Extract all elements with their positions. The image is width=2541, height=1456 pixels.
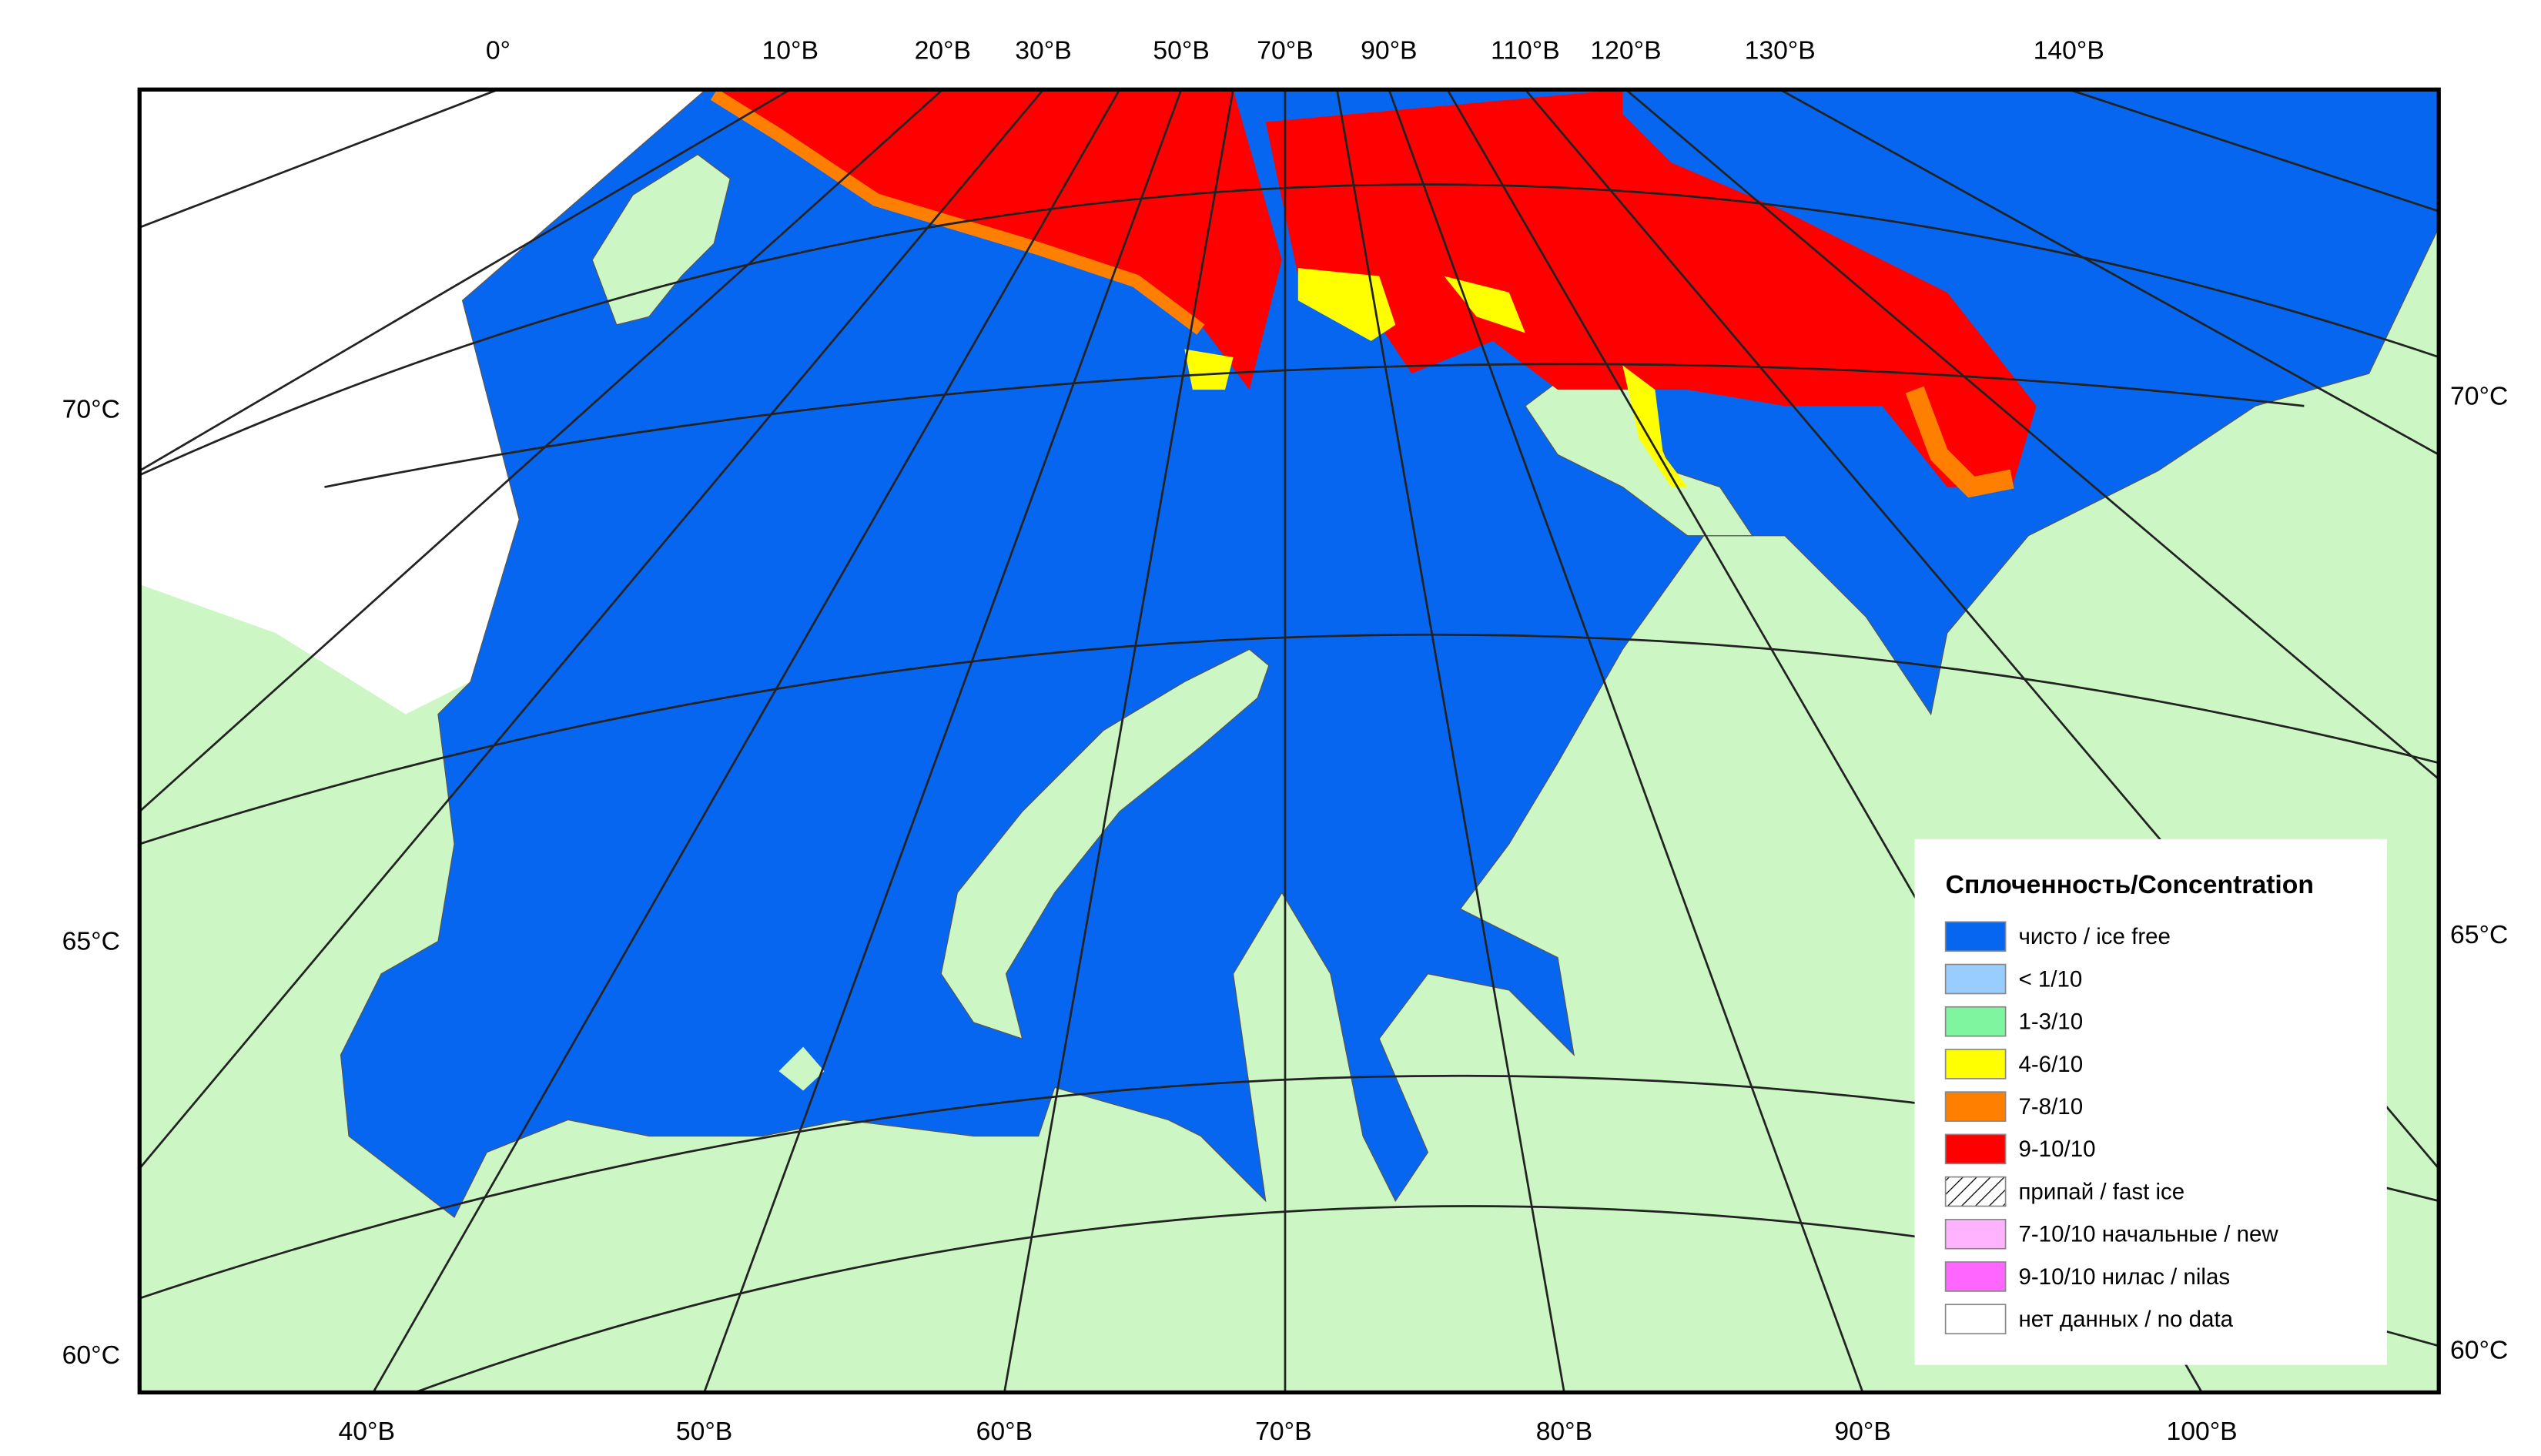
longitude-label: 70°В (1257, 36, 1313, 65)
legend-label: чисто / ice free (2018, 924, 2171, 949)
legend-label: 1-3/10 (2018, 1009, 2083, 1035)
legend-swatch (1944, 963, 2007, 995)
legend: Сплоченность/Concentration чисто / ice f… (1914, 838, 2387, 1365)
legend-label: 7-8/10 (2018, 1094, 2083, 1120)
longitude-label: 0° (486, 36, 511, 65)
legend-label: 9-10/10 нилас / nilas (2018, 1264, 2230, 1290)
longitude-label: 60°В (976, 1417, 1033, 1446)
legend-swatch (1944, 1304, 2007, 1334)
legend-swatch (1944, 1218, 2007, 1250)
legend-label: 9-10/10 (2018, 1136, 2095, 1162)
no-data-area (139, 89, 706, 715)
legend-swatch (1944, 1261, 2007, 1292)
latitude-label: 70°С (2450, 382, 2508, 411)
ice-4-6 (1622, 365, 1688, 487)
legend-label: 7-10/10 начальные / new (2018, 1222, 2278, 1247)
longitude-label: 130°В (1745, 36, 1816, 65)
legend-swatch (1944, 1049, 2007, 1079)
longitude-label: 110°В (1491, 36, 1560, 65)
longitude-label: 90°В (1361, 36, 1417, 65)
land-svalbard (591, 153, 731, 326)
ice-9-10 (1265, 89, 2037, 487)
latitude-label: 60°С (62, 1341, 120, 1370)
map-body (139, 89, 2439, 1393)
latitude-label: 65°С (62, 927, 120, 956)
map-frame (137, 87, 2441, 1395)
ice-7-8 (1905, 386, 2014, 498)
longitude-label: 30°В (1015, 36, 1071, 65)
longitude-label: 100°В (2166, 1417, 2237, 1446)
longitude-label: 80°В (1536, 1417, 1592, 1446)
legend-swatch (1944, 1176, 2007, 1207)
legend-swatch (1944, 1006, 2007, 1037)
latitude-label: 60°С (2450, 1336, 2508, 1365)
ice-4-6 (1444, 276, 1525, 333)
ice-9-10 (714, 89, 1282, 390)
legend-label: < 1/10 (2018, 966, 2082, 992)
longitude-label: 120°В (1590, 36, 1661, 65)
longitude-label: 20°В (915, 36, 971, 65)
longitude-label: 140°В (2034, 36, 2104, 65)
legend-swatch (1944, 1133, 2007, 1165)
coordinate-labels: 0° 10°В 20°В 30°В 50°В 70°В 90°В 110°В 120°В 130°… (62, 36, 2509, 1446)
legend-title: Сплоченность/Concentration (1946, 870, 2314, 899)
legend-swatch (1944, 1091, 2007, 1122)
longitude-label: 90°В (1834, 1417, 1890, 1446)
longitude-label: 10°В (762, 36, 819, 65)
legend-label: нет данных / no data (2018, 1307, 2233, 1332)
legend-swatch (1944, 921, 2007, 952)
legend-label: припай / fast ice (2018, 1179, 2184, 1204)
land-novaya-zemlya (940, 648, 1270, 1040)
land-kolguev (778, 1046, 825, 1091)
longitude-label: 50°В (1153, 36, 1209, 65)
ice-4-6 (1184, 349, 1234, 390)
latitude-label: 65°С (2450, 920, 2508, 949)
ice-7-8 (710, 89, 1205, 335)
longitude-label: 40°В (339, 1417, 395, 1446)
longitude-label: 50°В (676, 1417, 732, 1446)
legend-label: 4-6/10 (2018, 1052, 2083, 1077)
latitude-label: 70°С (62, 394, 120, 423)
longitude-label: 70°В (1255, 1417, 1311, 1446)
